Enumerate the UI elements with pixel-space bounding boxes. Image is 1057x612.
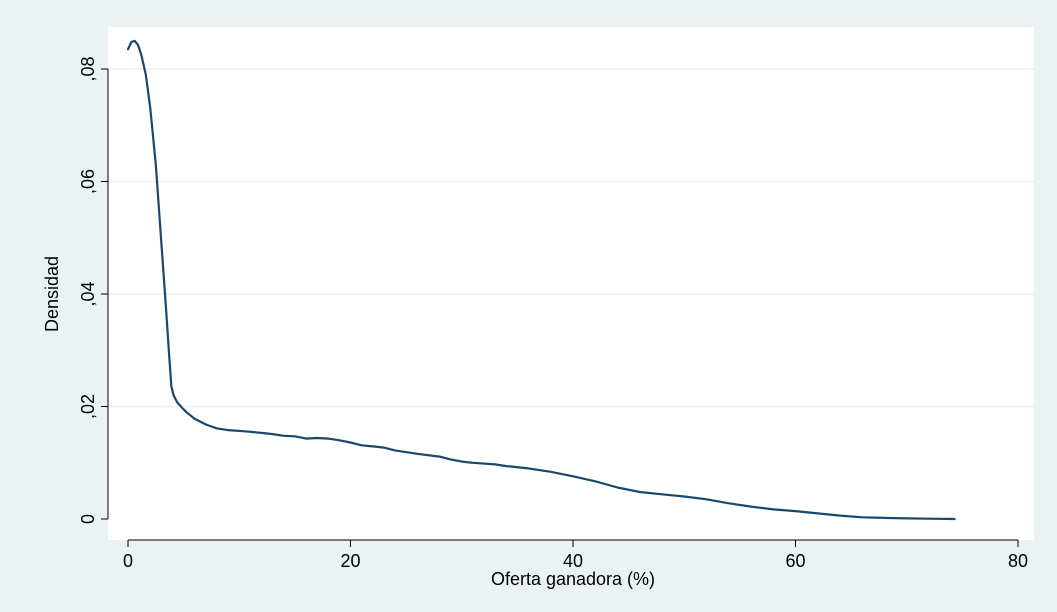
y-tick-label: ,08	[78, 56, 98, 81]
x-tick-label: 60	[785, 551, 805, 571]
density-line	[126, 39, 956, 521]
x-axis-label: Oferta ganadora (%)	[491, 569, 655, 589]
y-tick-label: ,04	[78, 281, 98, 306]
x-tick-label: 0	[123, 551, 133, 571]
plot-area	[108, 27, 1034, 540]
x-tick-label: 80	[1008, 551, 1028, 571]
gridlines	[108, 68, 1034, 408]
y-axis: 0 ,02 ,04 ,06 ,08	[78, 56, 109, 524]
y-axis-label: Densidad	[42, 256, 62, 332]
y-tick-label: ,02	[78, 394, 98, 419]
x-tick-label: 20	[340, 551, 360, 571]
y-tick-label: ,06	[78, 169, 98, 194]
x-tick-label: 40	[563, 551, 583, 571]
y-tick-label: 0	[78, 514, 98, 524]
x-axis: 0 20 40 60 80	[123, 539, 1028, 571]
series-layer	[126, 39, 956, 521]
